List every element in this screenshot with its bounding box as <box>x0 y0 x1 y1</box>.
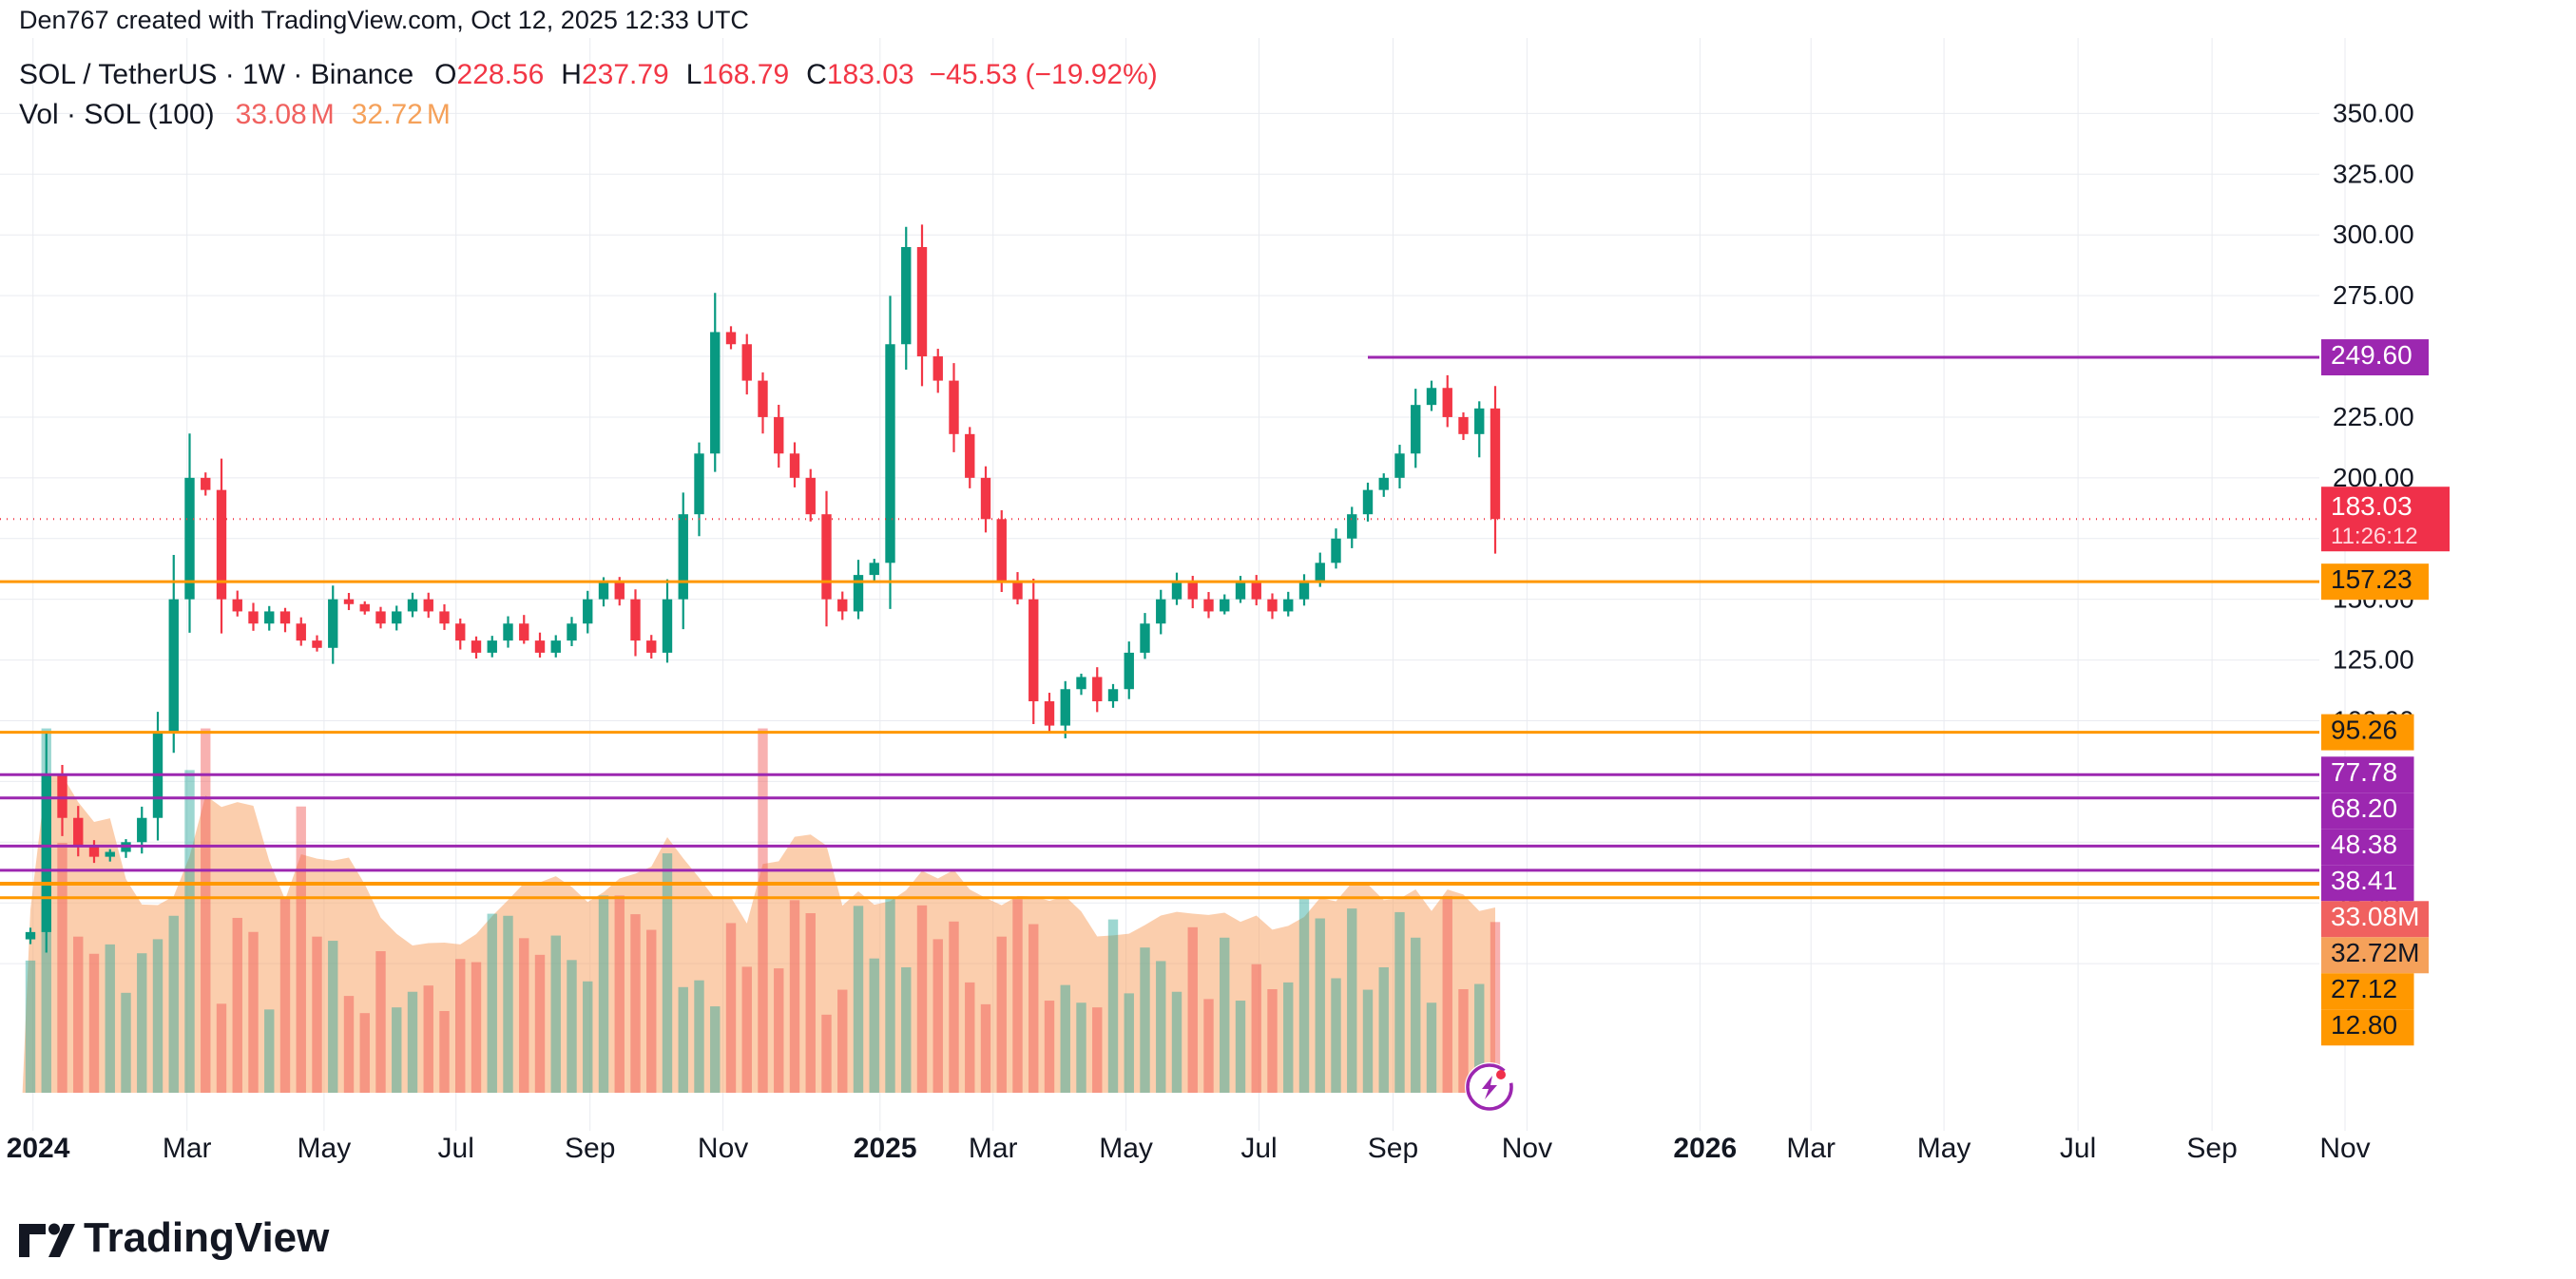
svg-text:68.20: 68.20 <box>2331 793 2397 823</box>
svg-text:M: M <box>311 99 335 130</box>
svg-text:32.72: 32.72 <box>352 99 423 130</box>
svg-text:183.03: 183.03 <box>827 59 914 90</box>
svg-text:2026: 2026 <box>1673 1133 1737 1164</box>
svg-text:300.00: 300.00 <box>2333 220 2414 249</box>
svg-text:32.72M: 32.72M <box>2331 938 2419 967</box>
svg-text:Jul: Jul <box>438 1133 474 1164</box>
svg-text:237.79: 237.79 <box>582 59 669 90</box>
svg-text:Nov: Nov <box>1502 1133 1552 1164</box>
svg-text:H: H <box>561 59 582 90</box>
svg-text:183.03: 183.03 <box>2331 491 2413 521</box>
svg-text:Sep: Sep <box>565 1133 615 1164</box>
svg-text:Nov: Nov <box>698 1133 748 1164</box>
svg-text:157.23: 157.23 <box>2331 564 2413 594</box>
svg-text:249.60: 249.60 <box>2331 340 2413 370</box>
svg-text:Nov: Nov <box>2319 1133 2370 1164</box>
svg-text:Mar: Mar <box>969 1133 1018 1164</box>
svg-text:Den767 created with TradingVie: Den767 created with TradingView.com, Oct… <box>19 6 749 34</box>
svg-text:228.56: 228.56 <box>457 59 545 90</box>
svg-text:33.08M: 33.08M <box>2331 902 2419 931</box>
svg-text:2025: 2025 <box>854 1133 917 1164</box>
svg-text:Mar: Mar <box>163 1133 212 1164</box>
svg-text:C: C <box>806 59 827 90</box>
svg-text:SOL / TetherUS · 1W · Binance: SOL / TetherUS · 1W · Binance <box>19 59 413 90</box>
svg-text:−45.53 (−19.92%): −45.53 (−19.92%) <box>930 59 1158 90</box>
svg-text:12.80: 12.80 <box>2331 1010 2397 1040</box>
svg-text:95.26: 95.26 <box>2331 715 2397 744</box>
svg-text:77.78: 77.78 <box>2331 757 2397 787</box>
svg-text:Jul: Jul <box>1240 1133 1277 1164</box>
svg-text:168.79: 168.79 <box>702 59 789 90</box>
svg-text:2024: 2024 <box>7 1133 70 1164</box>
svg-text:11:26:12: 11:26:12 <box>2331 524 2418 549</box>
svg-text:L: L <box>686 59 702 90</box>
svg-text:May: May <box>1917 1133 1971 1164</box>
svg-text:350.00: 350.00 <box>2333 98 2414 127</box>
svg-text:Sep: Sep <box>1368 1133 1418 1164</box>
svg-text:48.38: 48.38 <box>2331 830 2397 859</box>
svg-text:38.41: 38.41 <box>2331 866 2397 895</box>
svg-text:Jul: Jul <box>2060 1133 2096 1164</box>
svg-text:325.00: 325.00 <box>2333 159 2414 188</box>
svg-text:May: May <box>298 1133 352 1164</box>
svg-text:Vol · SOL (100): Vol · SOL (100) <box>19 99 215 130</box>
svg-text:125.00: 125.00 <box>2333 645 2414 675</box>
svg-text:TradingView: TradingView <box>84 1214 330 1261</box>
svg-text:M: M <box>427 99 451 130</box>
svg-text:Mar: Mar <box>1786 1133 1836 1164</box>
svg-text:275.00: 275.00 <box>2333 280 2414 310</box>
svg-text:225.00: 225.00 <box>2333 402 2414 431</box>
svg-text:May: May <box>1099 1133 1153 1164</box>
svg-text:27.12: 27.12 <box>2331 974 2397 1003</box>
svg-text:33.08: 33.08 <box>236 99 307 130</box>
svg-text:O: O <box>434 59 456 90</box>
svg-text:Sep: Sep <box>2186 1133 2237 1164</box>
